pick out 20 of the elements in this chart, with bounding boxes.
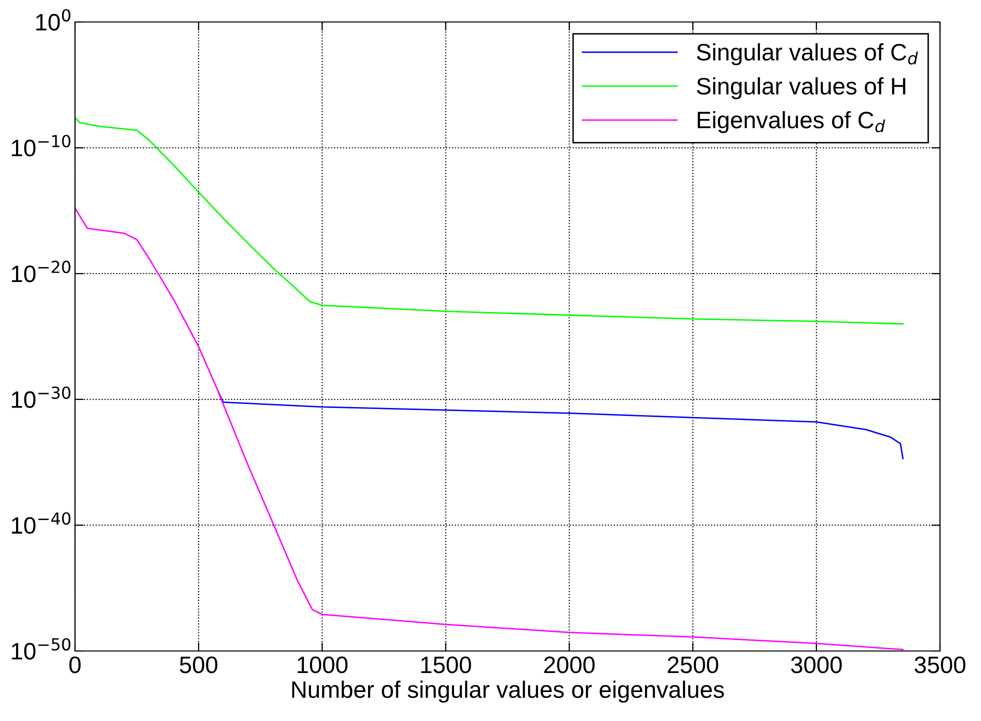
- line-series: [75, 207, 904, 650]
- line-series: [218, 391, 904, 460]
- y-tick-label: 10$^{−20}$: [12, 260, 70, 282]
- x-tick-label: 0: [69, 656, 81, 674]
- y-tick-label: 10$^{−50}$: [12, 638, 70, 660]
- x-tick-label: 3500: [914, 656, 966, 674]
- y-tick-label: 10$^{0}$: [36, 9, 70, 31]
- y-tick-label: 10$^{−30}$: [12, 386, 70, 408]
- x-tick-label: 500: [180, 656, 218, 674]
- x-tick-label: 3000: [791, 656, 842, 674]
- x-tick-label: 2000: [544, 656, 595, 674]
- legend-label: Singular values of H: [696, 77, 906, 100]
- x-tick-label: 1500: [421, 656, 472, 674]
- legend-label: Singular values of C$_{d}$: [696, 43, 918, 66]
- x-axis-title: Number of singular values or eigenvalues: [292, 680, 724, 703]
- legend-label: Eigenvalues of C$_{d}$: [698, 111, 886, 134]
- x-tick-label: 1000: [298, 656, 348, 674]
- y-tick-label: 10$^{−10}$: [12, 134, 70, 156]
- y-tick-label: 10$^{−40}$: [12, 512, 70, 534]
- x-tick-label: 2500: [668, 656, 718, 674]
